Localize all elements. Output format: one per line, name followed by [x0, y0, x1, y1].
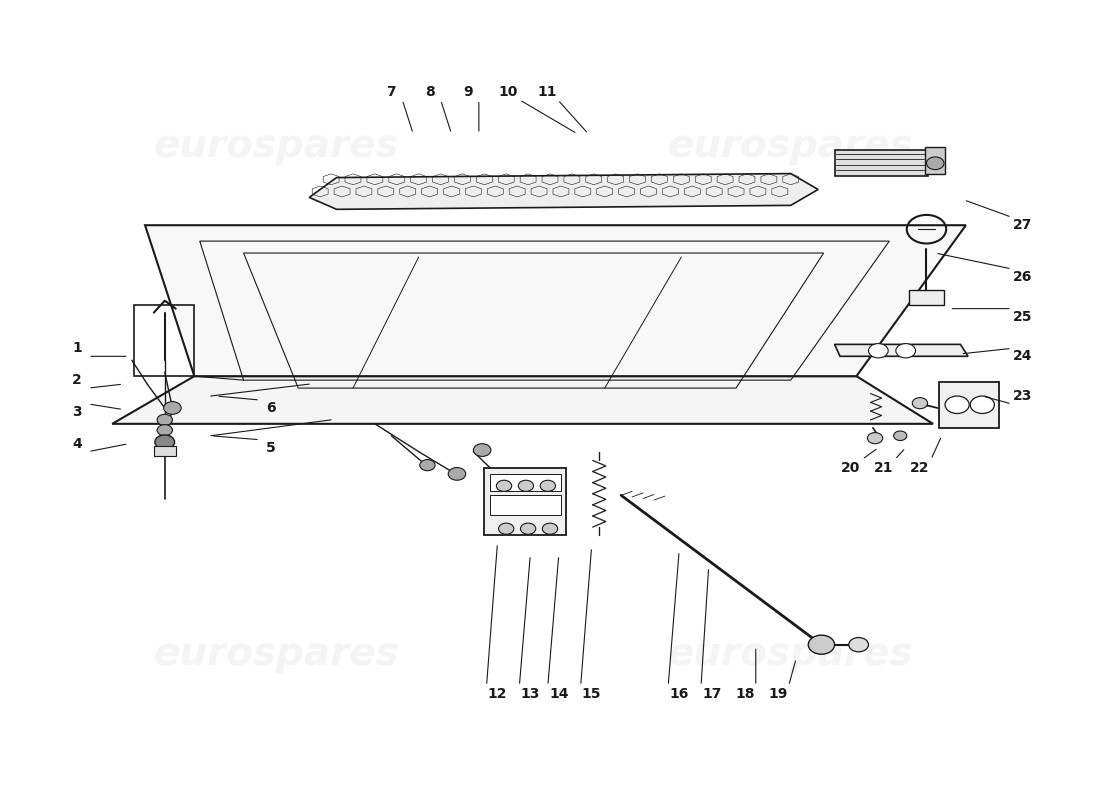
Text: 27: 27: [1013, 218, 1033, 232]
Text: 13: 13: [520, 687, 540, 701]
Text: 16: 16: [670, 687, 689, 701]
Polygon shape: [835, 344, 968, 356]
Text: 18: 18: [735, 687, 755, 701]
Text: 26: 26: [1013, 270, 1033, 284]
Circle shape: [542, 523, 558, 534]
Text: 11: 11: [537, 85, 557, 98]
Text: 3: 3: [73, 405, 82, 419]
Circle shape: [448, 467, 465, 480]
Text: 8: 8: [425, 85, 435, 98]
Polygon shape: [309, 174, 818, 210]
Text: eurospares: eurospares: [668, 635, 914, 674]
Text: 6: 6: [266, 401, 276, 415]
Text: eurospares: eurospares: [154, 126, 399, 165]
Circle shape: [808, 635, 835, 654]
Bar: [909, 290, 944, 305]
Bar: [490, 495, 561, 515]
Polygon shape: [112, 376, 933, 424]
Text: 15: 15: [582, 687, 602, 701]
Text: eurospares: eurospares: [668, 126, 914, 165]
Circle shape: [970, 396, 994, 414]
Bar: [490, 474, 561, 491]
Polygon shape: [145, 226, 966, 376]
Circle shape: [945, 396, 969, 414]
Circle shape: [157, 425, 173, 436]
Text: 9: 9: [463, 85, 473, 98]
Circle shape: [498, 523, 514, 534]
Circle shape: [157, 414, 173, 426]
Text: 12: 12: [487, 687, 507, 701]
Bar: [938, 382, 999, 428]
Circle shape: [912, 398, 927, 409]
Circle shape: [869, 343, 888, 358]
Text: 25: 25: [1013, 310, 1033, 323]
Circle shape: [893, 431, 906, 441]
Circle shape: [520, 523, 536, 534]
Text: 10: 10: [498, 85, 518, 98]
Bar: [835, 150, 927, 176]
Text: 5: 5: [266, 441, 276, 454]
Circle shape: [420, 459, 436, 470]
Circle shape: [926, 157, 944, 170]
Circle shape: [164, 402, 182, 414]
Text: 20: 20: [842, 461, 860, 474]
Text: 1: 1: [73, 342, 82, 355]
Text: 2: 2: [73, 373, 82, 387]
Bar: [925, 147, 945, 174]
Text: 17: 17: [702, 687, 722, 701]
Text: 21: 21: [874, 461, 893, 474]
Circle shape: [895, 343, 915, 358]
Text: 23: 23: [1013, 389, 1033, 403]
Circle shape: [518, 480, 534, 491]
Circle shape: [868, 433, 882, 444]
Text: 14: 14: [549, 687, 569, 701]
Circle shape: [473, 444, 491, 457]
Bar: [154, 446, 176, 456]
Text: 4: 4: [73, 437, 82, 450]
Text: 24: 24: [1013, 350, 1033, 363]
Text: 7: 7: [386, 85, 396, 98]
Circle shape: [155, 435, 175, 450]
Circle shape: [496, 480, 512, 491]
Text: eurospares: eurospares: [154, 635, 399, 674]
Text: 22: 22: [910, 461, 930, 474]
Bar: [484, 467, 566, 535]
Text: 19: 19: [768, 687, 788, 701]
Circle shape: [540, 480, 556, 491]
Circle shape: [849, 638, 869, 652]
